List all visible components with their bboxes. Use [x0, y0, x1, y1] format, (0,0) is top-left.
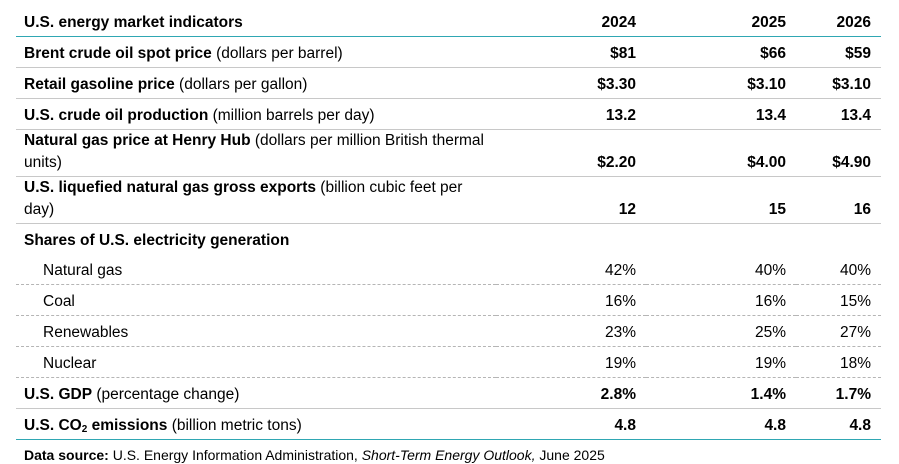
cell-value: 15% [796, 284, 881, 316]
table-row-renewables-share: Renewables 23% 25% 27% [16, 315, 881, 347]
row-label: U.S. crude oil production (million barre… [16, 98, 496, 130]
energy-indicators-table: U.S. energy market indicators 2024 2025 … [16, 6, 881, 440]
row-label: Renewables [16, 315, 496, 347]
cell-value: 19% [646, 346, 796, 378]
row-label: Nuclear [16, 346, 496, 378]
cell-value: 25% [646, 315, 796, 347]
cell-value: 1.4% [646, 377, 796, 409]
table-row-nuclear-share: Nuclear 19% 19% 18% [16, 346, 881, 378]
table-title: U.S. energy market indicators [16, 6, 496, 37]
cell-value: $81 [496, 36, 646, 68]
cell-value: 4.8 [646, 408, 796, 440]
publication-title: Short-Term Energy Outlook, [361, 447, 536, 463]
cell-value: 1.7% [796, 377, 881, 409]
cell-value: $3.10 [796, 67, 881, 99]
cell-value: $4.00 [646, 129, 796, 177]
cell-value: 23% [496, 315, 646, 347]
row-label: Brent crude oil spot price (dollars per … [16, 36, 496, 68]
row-label: U.S. liquefied natural gas gross exports… [16, 176, 496, 224]
table-row-crude-production: U.S. crude oil production (million barre… [16, 98, 881, 130]
table-row-brent: Brent crude oil spot price (dollars per … [16, 36, 881, 68]
cell-value: 13.4 [646, 98, 796, 130]
cell-value: 27% [796, 315, 881, 347]
table-row-gdp: U.S. GDP (percentage change) 2.8% 1.4% 1… [16, 377, 881, 409]
year-header-2026: 2026 [796, 6, 881, 37]
section-heading-electricity: Shares of U.S. electricity generation [16, 224, 881, 255]
table-row-natural-gas-share: Natural gas 42% 40% 40% [16, 254, 881, 285]
cell-value: 13.4 [796, 98, 881, 130]
source-label: Data source: [24, 447, 109, 463]
table-row-gasoline: Retail gasoline price (dollars per gallo… [16, 67, 881, 99]
cell-value: 18% [796, 346, 881, 378]
table-row-lng-exports: U.S. liquefied natural gas gross exports… [16, 176, 881, 224]
cell-value: $2.20 [496, 129, 646, 177]
row-label: Natural gas price at Henry Hub (dollars … [16, 129, 496, 177]
cell-value: 4.8 [796, 408, 881, 440]
cell-value: 42% [496, 254, 646, 285]
cell-value: 12 [496, 176, 646, 224]
row-label: Retail gasoline price (dollars per gallo… [16, 67, 496, 99]
cell-value: $3.30 [496, 67, 646, 99]
cell-value: 40% [796, 254, 881, 285]
cell-value: $59 [796, 36, 881, 68]
cell-value: $66 [646, 36, 796, 68]
cell-value: 4.8 [496, 408, 646, 440]
table-row-henry-hub: Natural gas price at Henry Hub (dollars … [16, 129, 881, 177]
cell-value: 13.2 [496, 98, 646, 130]
cell-value: 19% [496, 346, 646, 378]
table-header-row: U.S. energy market indicators 2024 2025 … [16, 6, 881, 37]
cell-value: 15 [646, 176, 796, 224]
row-label: Coal [16, 284, 496, 316]
cell-value: 40% [646, 254, 796, 285]
cell-value: $3.10 [646, 67, 796, 99]
data-source-note: Data source: U.S. Energy Information Adm… [24, 447, 605, 463]
table-row-co2: U.S. CO2 emissions (billion metric tons)… [16, 408, 881, 440]
row-label: U.S. GDP (percentage change) [16, 377, 496, 409]
cell-value: 16% [646, 284, 796, 316]
cell-value: $4.90 [796, 129, 881, 177]
year-header-2024: 2024 [496, 6, 646, 37]
table-row-coal-share: Coal 16% 16% 15% [16, 284, 881, 316]
year-header-2025: 2025 [646, 6, 796, 37]
cell-value: 16% [496, 284, 646, 316]
section-heading: Shares of U.S. electricity generation [24, 232, 290, 249]
row-label: Natural gas [16, 254, 496, 285]
energy-indicators-table-container: U.S. energy market indicators 2024 2025 … [16, 6, 881, 464]
row-label: U.S. CO2 emissions (billion metric tons) [16, 408, 496, 440]
cell-value: 16 [796, 176, 881, 224]
cell-value: 2.8% [496, 377, 646, 409]
